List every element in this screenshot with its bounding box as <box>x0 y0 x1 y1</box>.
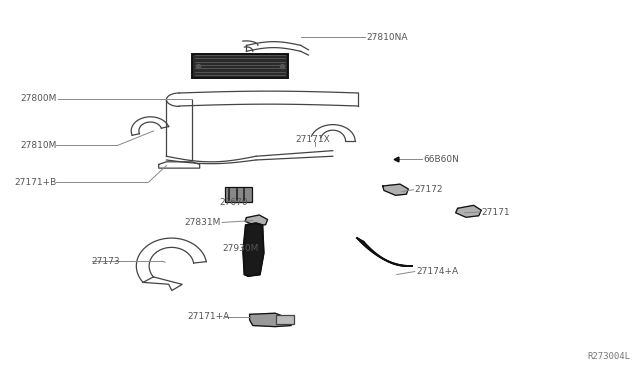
Text: 66B60N: 66B60N <box>424 155 460 164</box>
Text: 27171X: 27171X <box>296 135 330 144</box>
Text: 27810M: 27810M <box>20 141 56 150</box>
Text: 27930M: 27930M <box>223 244 259 253</box>
Bar <box>192 54 288 78</box>
Text: 27174+A: 27174+A <box>416 267 458 276</box>
Bar <box>225 187 252 202</box>
Polygon shape <box>456 205 481 217</box>
Text: 27171+B: 27171+B <box>14 178 56 187</box>
Polygon shape <box>243 223 264 276</box>
Text: 27831M: 27831M <box>184 218 221 227</box>
Text: 27810NA: 27810NA <box>366 33 408 42</box>
Text: 27173: 27173 <box>92 257 120 266</box>
Polygon shape <box>250 313 291 327</box>
Text: 27172: 27172 <box>415 185 444 194</box>
Text: R273004L: R273004L <box>588 352 630 361</box>
Polygon shape <box>383 184 408 195</box>
Polygon shape <box>357 238 412 266</box>
Polygon shape <box>245 215 268 226</box>
Text: 27171+A: 27171+A <box>187 312 229 321</box>
Text: 27800M: 27800M <box>20 94 56 103</box>
Bar <box>276 315 294 324</box>
Text: 27171: 27171 <box>481 208 510 217</box>
Text: 27670: 27670 <box>219 198 248 207</box>
